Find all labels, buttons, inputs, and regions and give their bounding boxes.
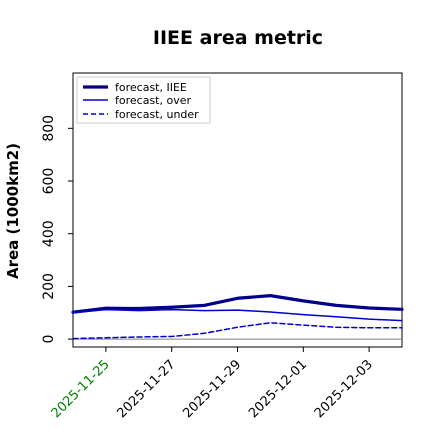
y-tick-label: 200 [41,273,57,300]
y-tick-label: 600 [41,168,57,195]
legend: forecast, IIEE forecast, over forecast, … [76,76,211,124]
x-tick-label: 2025-11-27 [114,357,178,421]
x-tick-label: 2025-11-29 [180,357,244,421]
legend-label-under: forecast, under [115,108,199,121]
y-tick-label: 400 [41,220,57,247]
series-line-forecast-iiee [71,294,404,314]
series-layer [71,294,404,340]
x-ticks: 2025-11-25 2025-11-27 2025-11-29 2025-12-01… [49,347,376,421]
x-tick-label: 2025-12-01 [246,357,310,421]
legend-label-over: forecast, over [115,94,191,107]
y-axis-label: Area (1000km2) [4,143,22,279]
y-ticks: 0 200 400 600 800 [41,115,73,344]
chart-title: IIEE area metric [153,27,323,49]
series-line-forecast-over [72,308,403,322]
y-tick-label: 800 [41,115,57,142]
x-tick-label: 2025-11-25 [49,357,113,421]
legend-label-iiee: forecast, IIEE [115,81,187,94]
y-tick-label: 0 [41,335,57,344]
series-line-forecast-under [72,322,403,340]
x-tick-label: 2025-12-03 [312,357,376,421]
